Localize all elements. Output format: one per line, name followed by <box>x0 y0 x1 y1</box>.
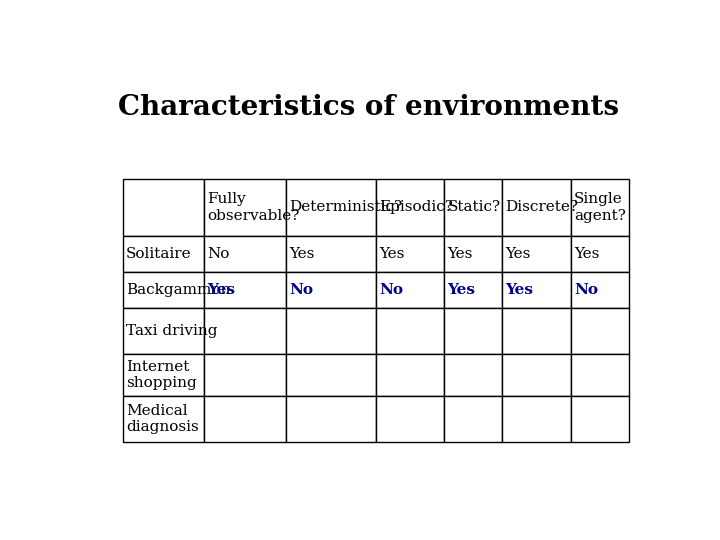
Text: Static?: Static? <box>447 200 500 214</box>
Bar <box>122 272 204 308</box>
Bar <box>204 272 286 308</box>
Text: Fully
observable?: Fully observable? <box>207 192 300 222</box>
Text: Yes: Yes <box>505 247 531 261</box>
Text: Deterministic?: Deterministic? <box>289 200 402 214</box>
Bar <box>444 308 502 354</box>
Bar <box>204 308 286 354</box>
Text: Medical
diagnosis: Medical diagnosis <box>126 404 199 434</box>
Bar <box>571 354 629 395</box>
Bar <box>444 272 502 308</box>
Bar <box>571 179 629 236</box>
Bar <box>286 395 376 442</box>
Text: No: No <box>289 283 313 297</box>
Bar <box>444 236 502 272</box>
Bar <box>122 179 204 236</box>
Bar <box>376 272 444 308</box>
Bar <box>571 395 629 442</box>
Bar <box>286 272 376 308</box>
Bar <box>502 179 571 236</box>
Bar <box>376 395 444 442</box>
Bar <box>122 308 204 354</box>
Bar <box>376 308 444 354</box>
Bar <box>204 354 286 395</box>
Text: Single
agent?: Single agent? <box>574 192 626 222</box>
Text: Solitaire: Solitaire <box>126 247 192 261</box>
Bar <box>286 308 376 354</box>
Text: No: No <box>207 247 230 261</box>
Bar <box>502 354 571 395</box>
Bar <box>376 179 444 236</box>
Text: Backgammon: Backgammon <box>126 283 230 297</box>
Text: Yes: Yes <box>289 247 315 261</box>
Bar <box>444 179 502 236</box>
Bar <box>204 395 286 442</box>
Text: Yes: Yes <box>505 283 534 297</box>
Bar <box>204 236 286 272</box>
Bar <box>286 236 376 272</box>
Text: Yes: Yes <box>207 283 235 297</box>
Bar <box>571 236 629 272</box>
Bar <box>502 236 571 272</box>
Text: Internet
shopping: Internet shopping <box>126 360 197 390</box>
Bar <box>571 308 629 354</box>
Bar <box>122 354 204 395</box>
Bar <box>376 354 444 395</box>
Text: Discrete?: Discrete? <box>505 200 578 214</box>
Bar <box>122 236 204 272</box>
Bar <box>502 272 571 308</box>
Bar <box>376 236 444 272</box>
Text: Yes: Yes <box>574 247 599 261</box>
Bar <box>286 354 376 395</box>
Text: Episodic?: Episodic? <box>379 200 453 214</box>
Text: Yes: Yes <box>447 283 475 297</box>
Bar <box>444 395 502 442</box>
Text: Yes: Yes <box>447 247 473 261</box>
Bar <box>444 354 502 395</box>
Text: No: No <box>379 283 403 297</box>
Bar <box>122 395 204 442</box>
Text: No: No <box>574 283 598 297</box>
Bar <box>502 395 571 442</box>
Bar <box>571 272 629 308</box>
Text: Characteristics of environments: Characteristics of environments <box>119 94 619 121</box>
Text: Yes: Yes <box>379 247 405 261</box>
Bar <box>502 308 571 354</box>
Bar <box>286 179 376 236</box>
Text: Taxi driving: Taxi driving <box>126 324 217 338</box>
Bar <box>204 179 286 236</box>
